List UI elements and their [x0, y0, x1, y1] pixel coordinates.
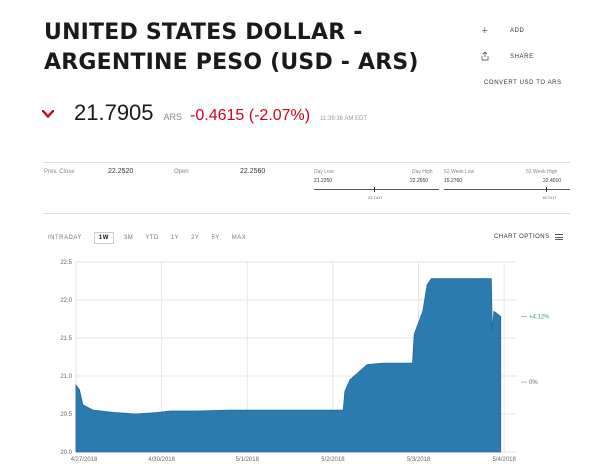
quote-time: 11:39:36 AM EDT	[320, 116, 368, 122]
currency-label: ARS	[163, 112, 183, 122]
add-button[interactable]: + ADD	[478, 18, 570, 44]
period-tab-1w[interactable]: 1W	[93, 232, 114, 244]
share-icon	[478, 50, 492, 64]
x-tick-label: 5/4/2018	[492, 457, 516, 463]
price-chart[interactable]: 20.0 20.5 21.0 21.5 22.0 22.5 4/27/2018 4/30/20…	[30, 252, 585, 467]
week52-low-value: 15.2760	[444, 178, 463, 184]
day-low-value: 21.2250	[314, 178, 333, 184]
week52-high-label: 52 Week High	[526, 169, 558, 175]
price-area	[75, 278, 502, 453]
period-tab-ytd[interactable]: YTD	[145, 235, 159, 241]
y-tick-label: 21.0	[60, 374, 72, 380]
x-tick-label: 5/3/2018	[407, 457, 431, 463]
period-tab-2y[interactable]: 2Y	[191, 235, 200, 241]
convert-label: CONVERT USD TO ARS	[484, 80, 562, 86]
right-axis-label: 0%	[529, 380, 538, 386]
y-tick-label: 20.0	[60, 450, 72, 456]
day-high-label: Day High	[412, 169, 433, 175]
period-selector: INTRADAY 1W 3M YTD 1Y 2Y 5Y MAX	[48, 232, 258, 244]
price-change: -0.4615 (-2.07%)	[190, 107, 311, 124]
title-line-2: ARGENTINE PESO (USD - ARS)	[44, 50, 419, 75]
period-tab-5y[interactable]: 5Y	[211, 235, 220, 241]
period-tab-1y[interactable]: 1Y	[170, 235, 180, 241]
action-panel: + ADD SHARE CONVERT USD TO ARS	[478, 18, 570, 96]
chart-options-label: CHART OPTIONS	[494, 234, 550, 240]
prev-close-label: Prev. Close	[44, 169, 75, 175]
week52-high-value: 22.4010	[543, 178, 562, 184]
x-tick-label: 4/30/2018	[148, 457, 175, 463]
day-range-bar	[314, 189, 439, 190]
open-label: Open	[174, 169, 189, 175]
period-tab-max[interactable]: MAX	[231, 235, 247, 241]
add-label: ADD	[510, 28, 525, 34]
right-axis-label: +4.12%	[529, 315, 550, 321]
stats-bar: Prev. Close 22.2520 Open 22.2560 Day Low…	[44, 162, 570, 214]
week52-range-marker	[546, 187, 547, 192]
price-value: 21.7905	[74, 100, 154, 125]
x-tick-label: 5/2/2018	[321, 457, 345, 463]
period-tab-3m[interactable]: 3M	[123, 235, 134, 241]
prev-close-value: 22.2520	[108, 168, 134, 175]
x-tick-label: 5/1/2018	[236, 457, 260, 463]
share-button[interactable]: SHARE	[478, 44, 570, 70]
menu-icon	[554, 234, 563, 240]
chevron-down-icon	[42, 110, 54, 118]
y-tick-label: 20.5	[60, 412, 72, 418]
period-tab-intraday[interactable]: INTRADAY	[48, 235, 82, 241]
price-quote: 21.7905 ARS -0.4615 (-2.07%) 11:39:36 AM…	[42, 100, 367, 128]
page-title: UNITED STATES DOLLAR - ARGENTINE PESO (U…	[44, 18, 424, 78]
share-label: SHARE	[510, 54, 534, 60]
title-line-1: UNITED STATES DOLLAR -	[44, 20, 363, 45]
day-high-value: 22.2650	[410, 178, 429, 184]
week52-range-bar	[444, 189, 570, 190]
day-range-value: 21.7417	[368, 195, 383, 200]
week52-range-value: 15.7417	[542, 195, 557, 200]
day-low-label: Day Low	[314, 169, 334, 175]
plus-icon: +	[481, 25, 489, 37]
day-range-marker	[374, 187, 375, 192]
y-tick-label: 21.5	[60, 336, 72, 342]
week52-low-label: 52 Week Low	[444, 169, 475, 175]
open-value: 22.2560	[240, 168, 266, 175]
y-tick-label: 22.5	[60, 260, 72, 266]
x-tick-label: 4/27/2018	[71, 457, 98, 463]
convert-button[interactable]: CONVERT USD TO ARS	[478, 70, 570, 96]
y-tick-label: 22.0	[60, 298, 72, 304]
chart-options-button[interactable]: CHART OPTIONS	[494, 234, 563, 240]
